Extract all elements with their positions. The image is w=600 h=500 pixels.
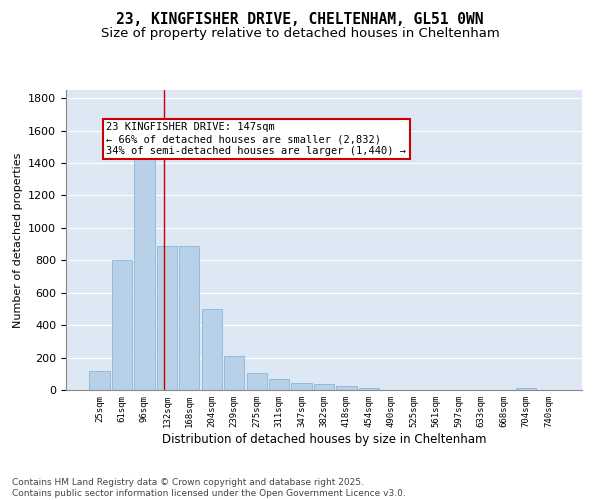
Text: Contains HM Land Registry data © Crown copyright and database right 2025.
Contai: Contains HM Land Registry data © Crown c… (12, 478, 406, 498)
Bar (179, 246, 199, 390)
Bar (134, 147, 155, 390)
Bar (314, 384, 334, 390)
Bar (337, 386, 356, 390)
Bar (89, 370, 110, 390)
Bar (359, 388, 379, 390)
Bar (157, 246, 177, 390)
Bar (516, 388, 536, 390)
X-axis label: Distribution of detached houses by size in Cheltenham: Distribution of detached houses by size … (162, 432, 486, 446)
Bar (224, 356, 244, 390)
Text: 23, KINGFISHER DRIVE, CHELTENHAM, GL51 0WN: 23, KINGFISHER DRIVE, CHELTENHAM, GL51 0… (116, 12, 484, 28)
Y-axis label: Number of detached properties: Number of detached properties (13, 152, 23, 328)
Text: 23 KINGFISHER DRIVE: 147sqm
← 66% of detached houses are smaller (2,832)
34% of : 23 KINGFISHER DRIVE: 147sqm ← 66% of det… (106, 122, 406, 156)
Bar (269, 380, 289, 390)
Bar (247, 373, 267, 390)
Text: Size of property relative to detached houses in Cheltenham: Size of property relative to detached ho… (101, 28, 499, 40)
Bar (112, 260, 132, 390)
Bar (292, 382, 311, 390)
Bar (202, 309, 222, 390)
